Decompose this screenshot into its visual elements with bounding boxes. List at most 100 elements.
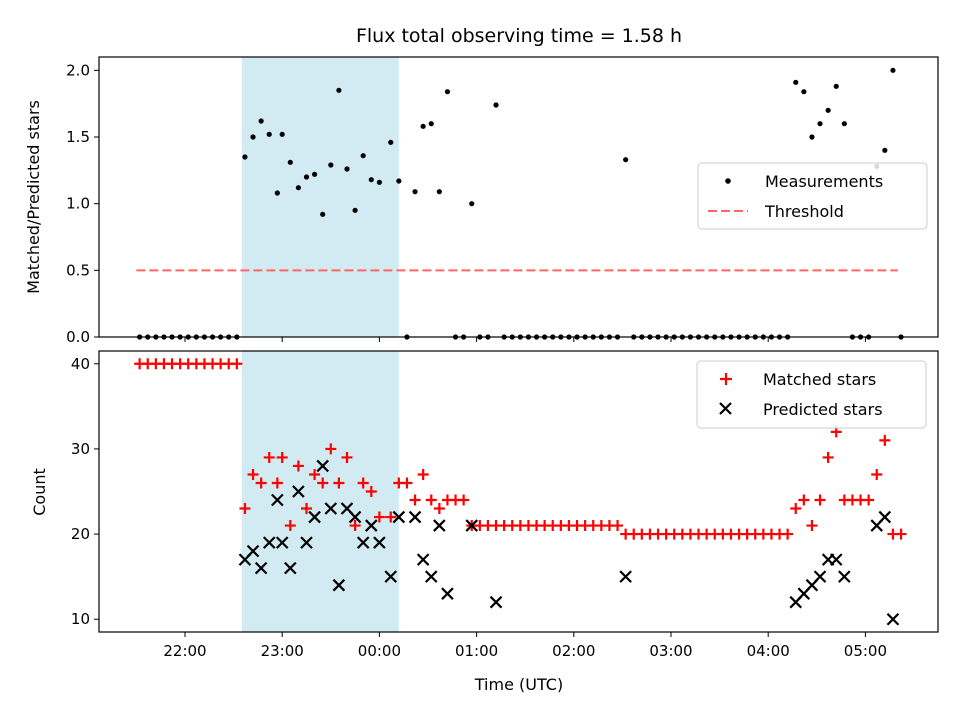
matched-point xyxy=(365,486,377,497)
measurement-point xyxy=(266,131,272,137)
matched-point xyxy=(271,477,283,489)
bottom-panel: 10 20 30 40 22:00 23:00 00:00 01:00 02:00 03:00 0… xyxy=(30,350,939,694)
matched-point xyxy=(612,520,624,532)
measurement-point xyxy=(312,171,318,177)
measurement-point xyxy=(287,159,293,165)
top-points xyxy=(137,67,904,340)
predicted-point xyxy=(356,536,370,549)
measurement-point xyxy=(817,121,823,127)
predicted-point xyxy=(348,510,362,524)
predicted-point xyxy=(424,570,438,583)
matched-point xyxy=(425,494,437,506)
measurements-legend-label: Measurements xyxy=(765,172,883,191)
matched-point xyxy=(357,477,369,489)
predicted-point xyxy=(332,578,346,592)
predicted-point xyxy=(384,570,398,583)
measurement-point xyxy=(890,67,896,73)
matched-point xyxy=(333,477,345,489)
matched-point xyxy=(276,451,288,463)
y-tick-label: 1.5 xyxy=(66,128,90,146)
measurement-point xyxy=(368,177,374,183)
x-tick-label: 23:00 xyxy=(261,642,304,660)
predicted-point xyxy=(284,561,297,575)
matched-point xyxy=(385,511,397,523)
bottom-legend-box xyxy=(696,360,927,429)
matched-point xyxy=(401,477,413,489)
measurement-point xyxy=(352,207,358,213)
matched-point xyxy=(284,520,296,532)
predicted-point xyxy=(433,519,446,532)
measurement-point xyxy=(388,139,394,145)
matched-legend-marker xyxy=(720,373,732,385)
matched-point xyxy=(255,477,267,489)
predicted-legend-label: Predicted stars xyxy=(763,400,883,419)
y-tick-label: 1.0 xyxy=(66,195,90,213)
y-tick-label: 0.0 xyxy=(66,328,90,346)
predicted-point xyxy=(292,485,305,498)
top-y-ticks: 0.0 0.5 1.0 1.5 2.0 xyxy=(66,61,99,346)
measurement-point xyxy=(882,147,888,153)
measurement-point xyxy=(412,189,418,195)
measurement-point xyxy=(444,89,451,95)
top-x-ticks xyxy=(184,337,866,342)
measurement-point xyxy=(801,89,807,95)
predicted-point xyxy=(392,510,406,524)
bottom-axes-frame xyxy=(98,350,939,633)
predicted-point xyxy=(365,519,378,532)
predicted-point xyxy=(489,595,503,609)
matched-point xyxy=(822,451,834,463)
predicted-point xyxy=(308,510,321,524)
predicted-point xyxy=(441,587,454,600)
matched-point xyxy=(247,468,259,480)
x-tick-label: 05:00 xyxy=(844,642,887,660)
matched-point xyxy=(231,358,243,370)
bottom-x-ticks: 22:00 23:00 00:00 01:00 02:00 03:00 04:00 05:00 xyxy=(163,632,887,660)
measurement-point xyxy=(825,107,831,113)
predicted-point xyxy=(886,612,900,626)
bottom-legend: Matched stars Predicted stars xyxy=(696,360,927,429)
matched-point xyxy=(895,528,907,540)
measurement-point xyxy=(493,102,499,108)
measurement-point xyxy=(274,190,280,196)
matched-point xyxy=(373,511,385,523)
x-tick-label: 01:00 xyxy=(455,642,498,660)
matched-point xyxy=(798,494,810,506)
matched-point xyxy=(879,434,891,446)
predicted-point xyxy=(829,553,843,566)
bottom-y-label: Count xyxy=(30,468,49,516)
matched-point xyxy=(458,494,470,506)
measurements-legend-marker xyxy=(725,178,731,184)
matched-point xyxy=(806,520,818,532)
matched-point xyxy=(292,460,304,472)
matched-point xyxy=(349,520,361,532)
threshold-legend-label: Threshold xyxy=(764,202,844,221)
y-tick-label: 2.0 xyxy=(66,61,90,79)
matched-point xyxy=(317,477,329,489)
predicted-point xyxy=(838,570,851,583)
matched-point xyxy=(409,494,421,506)
matched-point xyxy=(814,494,826,506)
matched-point xyxy=(417,468,429,480)
predicted-point xyxy=(416,553,430,566)
measurement-point xyxy=(428,121,434,127)
bottom-points xyxy=(134,358,907,626)
x-tick-label: 02:00 xyxy=(552,642,595,660)
measurement-point xyxy=(295,185,301,191)
measurement-point xyxy=(376,179,382,185)
measurement-point xyxy=(303,174,310,180)
predicted-point xyxy=(246,544,260,558)
top-shaded-region xyxy=(241,57,399,337)
matched-legend-label: Matched stars xyxy=(763,370,876,389)
x-axis-label: Time (UTC) xyxy=(474,675,563,694)
matched-point xyxy=(871,468,883,480)
measurement-point xyxy=(623,157,629,163)
x-tick-label: 04:00 xyxy=(747,642,790,660)
measurement-point xyxy=(279,131,285,137)
y-tick-label: 20 xyxy=(71,525,90,543)
predicted-point xyxy=(465,519,479,532)
predicted-point xyxy=(373,536,386,549)
matched-point xyxy=(782,528,794,540)
y-tick-label: 40 xyxy=(71,355,90,373)
measurement-point xyxy=(420,123,426,129)
predicted-point xyxy=(254,561,268,575)
